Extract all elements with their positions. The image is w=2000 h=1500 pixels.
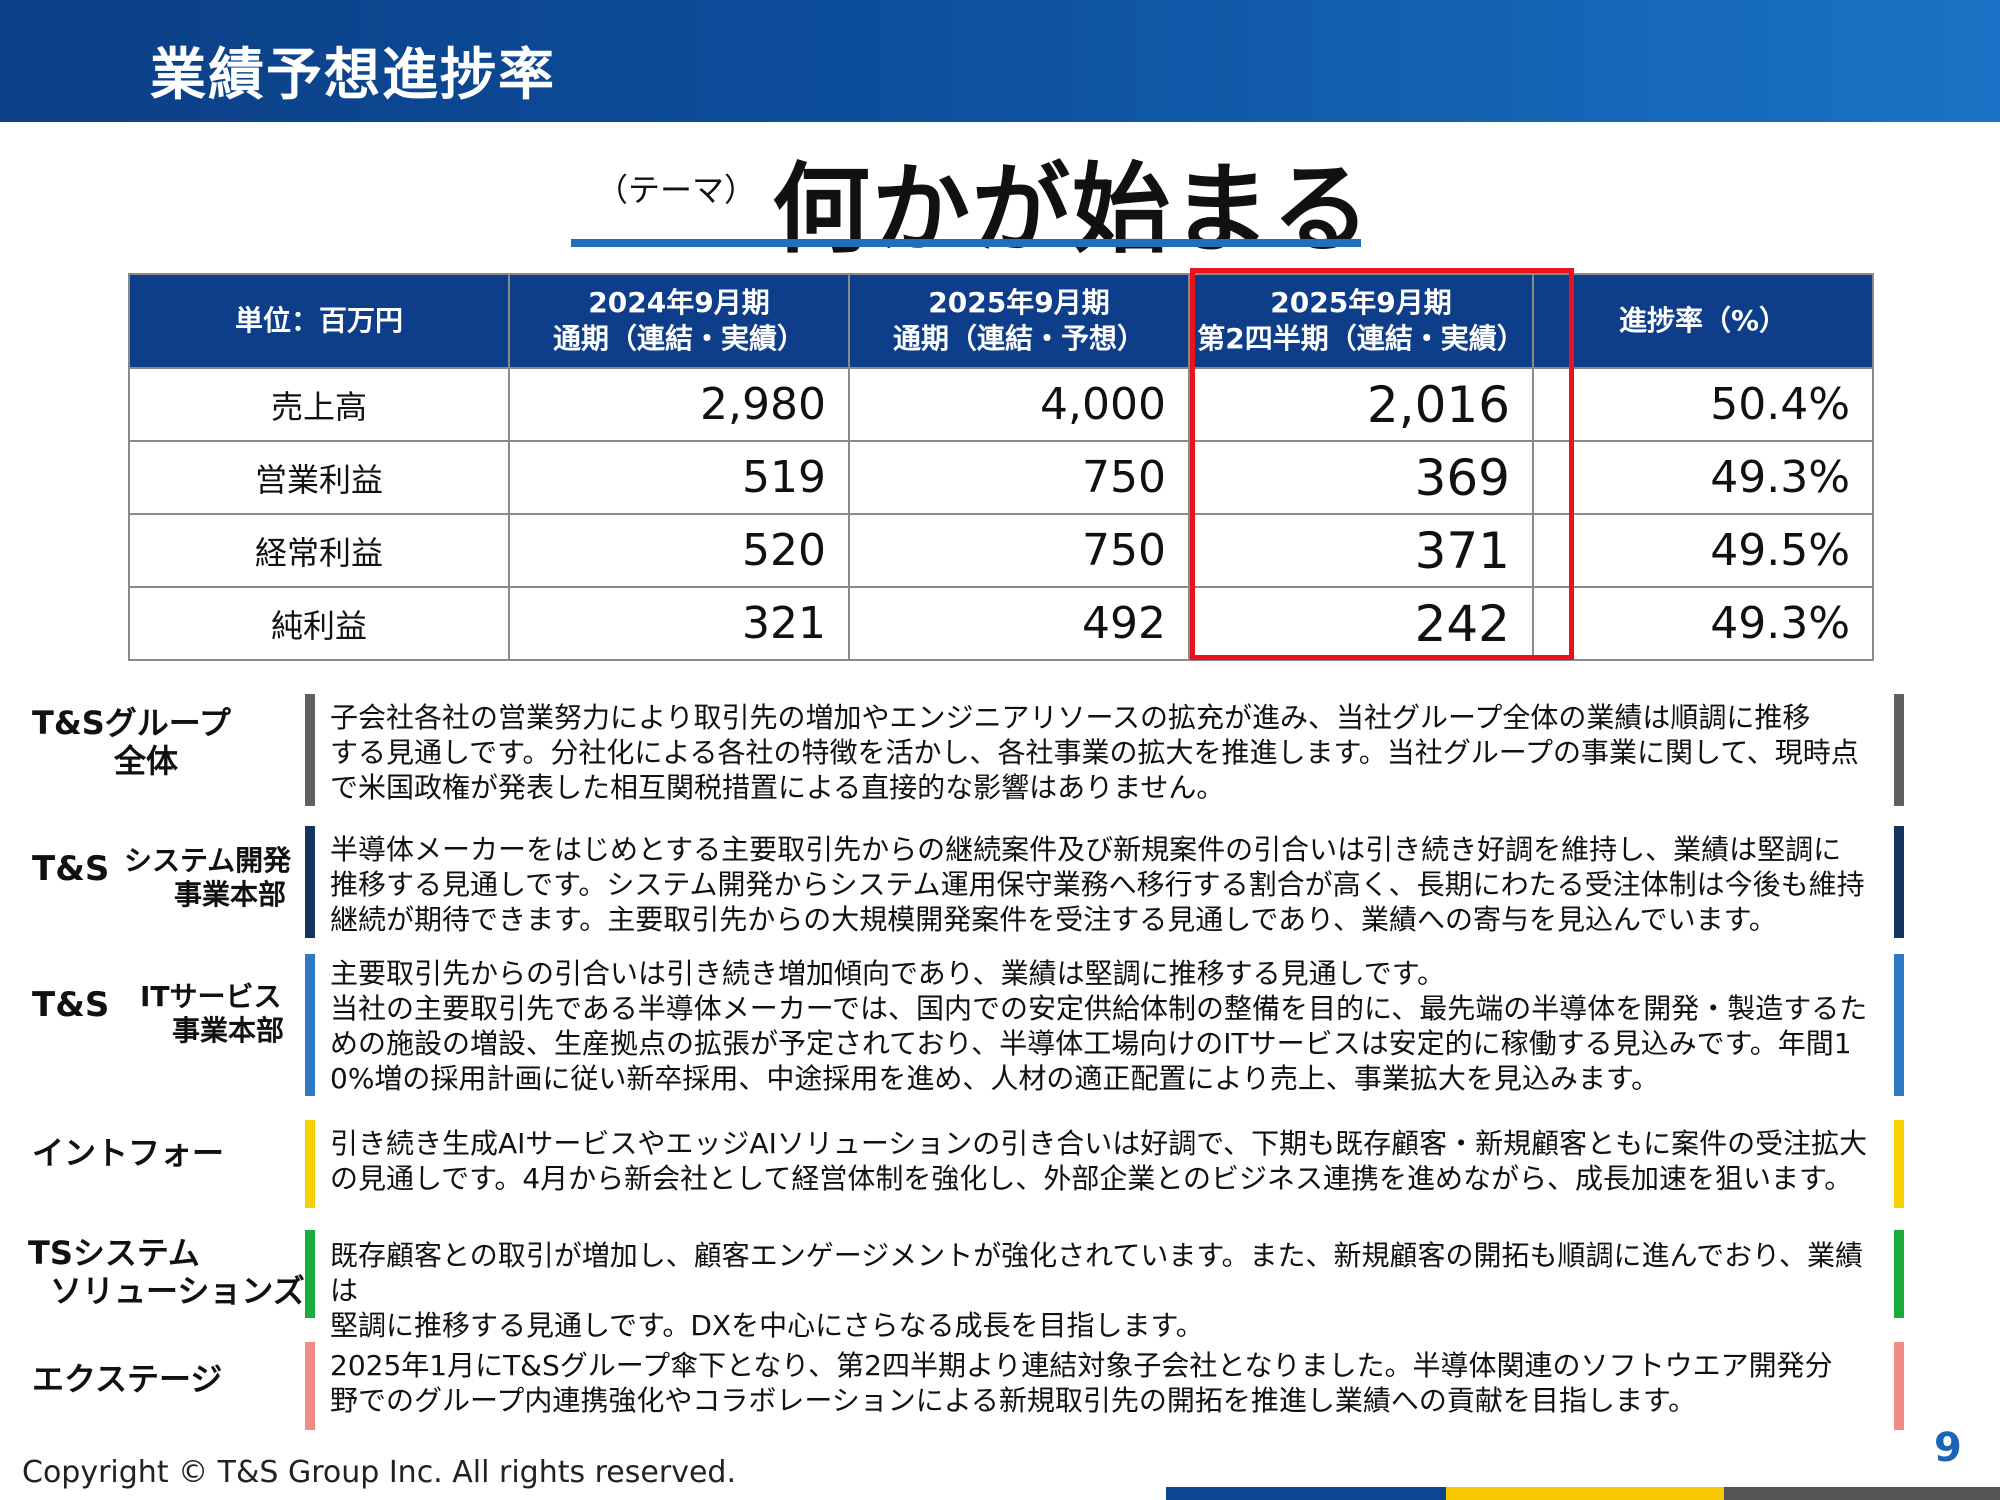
row-label: 売上高	[128, 367, 510, 442]
row-label: 経常利益	[128, 513, 510, 588]
header-bar	[0, 0, 2000, 122]
theme-label: （テーマ）	[596, 171, 757, 209]
cell-progress: 50.4%	[1532, 367, 1874, 442]
segment-exstage: エクステージ 2025年1月にT&Sグループ傘下となり、第2四半期より連結対象子…	[0, 1342, 2000, 1432]
footer-strip-gray	[1724, 1487, 2000, 1500]
segment-description: 2025年1月にT&Sグループ傘下となり、第2四半期より連結対象子会社となりまし…	[330, 1349, 1833, 1417]
table-row: 純利益 321 492 242 49.3%	[128, 586, 1874, 661]
cell-q2-2025: 369	[1188, 440, 1534, 515]
cell-q2-2025: 2,016	[1188, 367, 1534, 442]
page-title: 業績予想進捗率	[150, 43, 556, 108]
segment-name-prefix: T&S	[32, 849, 110, 889]
segment-bar-left	[305, 1120, 315, 1208]
segment-bar-left	[305, 954, 315, 1096]
cell-fy2025-forecast: 492	[848, 586, 1190, 661]
segment-description: 主要取引先からの引合いは引き続き増加傾向であり、業績は堅調に推移する見通しです。…	[330, 957, 1868, 1095]
segment-description: 半導体メーカーをはじめとする主要取引先からの継続案件及び新規案件の引合いは引き続…	[330, 833, 1865, 936]
segment-name-prefix: T&S	[32, 985, 110, 1025]
segment-name: TSシステム	[28, 1234, 200, 1272]
cell-fy2025-forecast: 750	[848, 513, 1190, 588]
results-table: 単位：百万円 2024年9月期 通期（連結・実績） 2025年9月期 通期（連結…	[128, 273, 1874, 661]
cell-progress: 49.5%	[1532, 513, 1874, 588]
header-unit: 単位：百万円	[128, 273, 510, 369]
segment-bar-right	[1894, 694, 1904, 806]
cell-fy2024: 519	[508, 440, 850, 515]
cell-fy2025-forecast: 750	[848, 440, 1190, 515]
header-q2-2025-actual: 2025年9月期 第2四半期（連結・実績）	[1188, 273, 1534, 369]
segment-name: イントフォー	[32, 1134, 225, 1172]
table-row: 売上高 2,980 4,000 2,016 50.4%	[128, 367, 1874, 442]
segment-group-overall: T&Sグループ 全体 子会社各社の営業努力により取引先の増加やエンジニアリソース…	[0, 690, 2000, 806]
segment-name: エクステージ	[32, 1360, 223, 1398]
segment-it-services: T&S ITサービス 事業本部 主要取引先からの引合いは引き続き増加傾向であり、…	[0, 954, 2000, 1099]
segment-name: 全体	[114, 742, 179, 780]
segment-bar-right	[1894, 1120, 1904, 1208]
row-label: 営業利益	[128, 440, 510, 515]
segment-description: 引き続き生成AIサービスやエッジAIソリューションの引き合いは好調で、下期も既存…	[330, 1127, 1868, 1195]
segment-bar-right	[1894, 826, 1904, 938]
header-fy2025-forecast: 2025年9月期 通期（連結・予想）	[848, 273, 1190, 369]
page-number: 9	[1934, 1425, 1962, 1471]
footer-strip-blue	[1166, 1487, 1446, 1500]
cell-fy2025-forecast: 4,000	[848, 367, 1190, 442]
segment-bar-right	[1894, 1230, 1904, 1318]
segment-name: 事業本部	[174, 878, 287, 911]
cell-fy2024: 2,980	[508, 367, 850, 442]
table-header-row: 単位：百万円 2024年9月期 通期（連結・実績） 2025年9月期 通期（連結…	[128, 273, 1874, 369]
segment-intofour: イントフォー 引き続き生成AIサービスやエッジAIソリューションの引き合いは好調…	[0, 1120, 2000, 1210]
segment-name: 事業本部	[172, 1014, 285, 1047]
footer-strip-yellow	[1446, 1487, 1724, 1500]
segment-bar-left	[305, 694, 315, 806]
cell-fy2024: 520	[508, 513, 850, 588]
cell-q2-2025: 371	[1188, 513, 1534, 588]
copyright-text: Copyright © T&S Group Inc. All rights re…	[22, 1455, 736, 1490]
segment-name: システム開発	[124, 844, 292, 877]
table-row: 経常利益 520 750 371 49.5%	[128, 513, 1874, 588]
segment-bar-left	[305, 826, 315, 938]
segment-description: 既存顧客との取引が増加し、顧客エンゲージメントが強化されています。また、新規顧客…	[330, 1239, 1864, 1342]
cell-progress: 49.3%	[1532, 586, 1874, 661]
segment-bar-right	[1894, 1342, 1904, 1430]
table-row: 営業利益 519 750 369 49.3%	[128, 440, 1874, 515]
segment-description: 子会社各社の営業努力により取引先の増加やエンジニアリソースの拡充が進み、当社グル…	[330, 701, 1859, 804]
segment-bar-right	[1894, 954, 1904, 1096]
segment-name: ソリューションズ	[50, 1272, 305, 1310]
row-label: 純利益	[128, 586, 510, 661]
header-progress: 進捗率（%）	[1532, 273, 1874, 369]
cell-progress: 49.3%	[1532, 440, 1874, 515]
segment-name: T&Sグループ	[32, 704, 231, 742]
segment-bar-left	[305, 1230, 315, 1318]
segment-bar-left	[305, 1342, 315, 1430]
segment-name: ITサービス	[140, 980, 282, 1013]
cell-fy2024: 321	[508, 586, 850, 661]
header-fy2024-actual: 2024年9月期 通期（連結・実績）	[508, 273, 850, 369]
segment-ts-system-solutions: TSシステム ソリューションズ 既存顧客との取引が増加し、顧客エンゲージメントが…	[0, 1230, 2000, 1342]
segment-system-development: T&S システム開発 事業本部 半導体メーカーをはじめとする主要取引先からの継続…	[0, 826, 2000, 941]
theme-title: 何かが始まる	[772, 153, 1373, 267]
theme-underline	[571, 239, 1361, 247]
cell-q2-2025: 242	[1188, 586, 1534, 661]
